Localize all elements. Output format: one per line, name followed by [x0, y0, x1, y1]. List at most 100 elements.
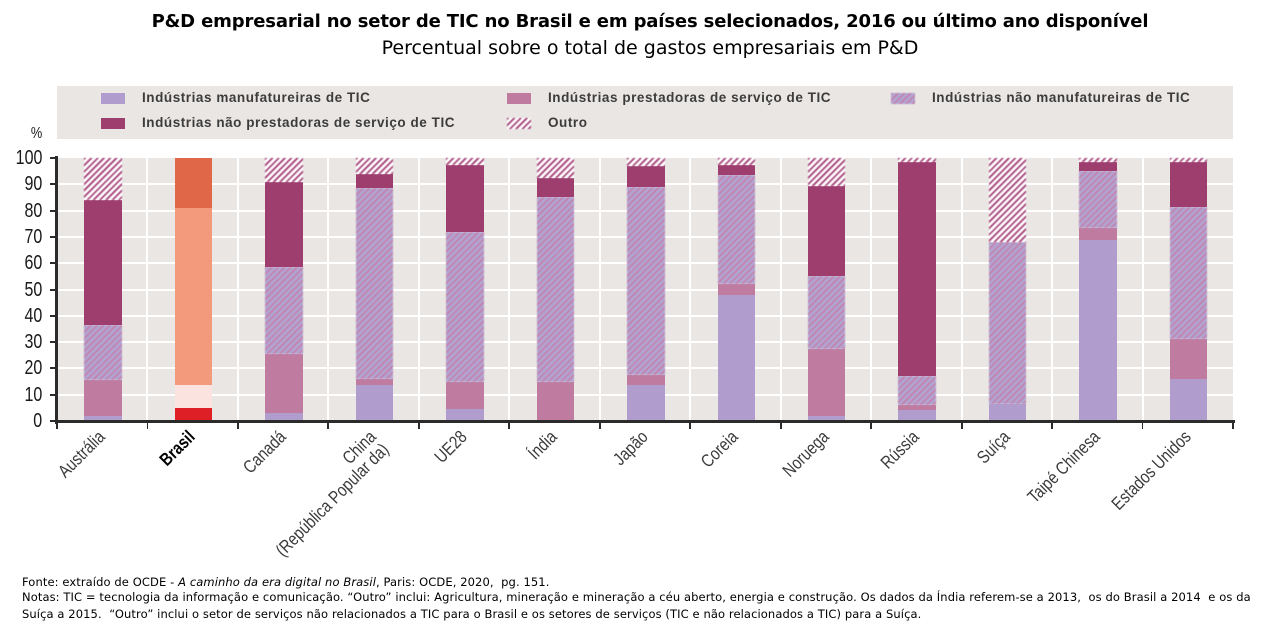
bar-segment [627, 186, 665, 375]
legend-label: Indústrias não manufatureiras de TIC [932, 89, 1191, 105]
notes-line-1: Notas: TIC = tecnologia da informação e … [22, 590, 1251, 604]
y-axis-unit-label: % [30, 125, 42, 142]
category-label: Canadá [238, 426, 290, 478]
y-tick [50, 367, 57, 370]
bar-segment [84, 200, 122, 325]
bar-segment [265, 353, 303, 414]
bar-segment [807, 348, 846, 416]
bar-segment [898, 158, 936, 162]
bar-segment [84, 158, 122, 201]
bar-segment [1169, 161, 1208, 207]
category-label: Noruega [778, 426, 833, 481]
bar-segment [1079, 171, 1117, 228]
bar-segment [174, 408, 213, 421]
bar-segment [898, 161, 936, 377]
bar-segment [174, 207, 213, 385]
y-tick-label: 70 [24, 225, 42, 248]
category-label: Brasil [156, 426, 200, 470]
bar-segment [898, 405, 936, 411]
gridline-v [598, 158, 601, 421]
x-tick [598, 422, 601, 429]
bar-segment [174, 384, 213, 409]
y-tick-label: 10 [24, 383, 42, 406]
legend [57, 86, 1233, 139]
bar-segment [446, 409, 484, 421]
bar-segment [898, 410, 936, 421]
x-tick [56, 422, 58, 429]
bar-segment [265, 413, 303, 421]
bar-segment [807, 158, 846, 186]
y-tick-label: 20 [24, 357, 42, 380]
legend-label: Indústrias manufatureiras de TIC [142, 89, 371, 105]
bar-segment [1169, 378, 1208, 421]
bar-segment [1169, 339, 1208, 379]
bar-segment [536, 381, 575, 421]
bar-segment [355, 378, 394, 386]
category-label: Estados Unidos [1107, 426, 1195, 514]
bar-segment [536, 177, 575, 198]
bar-segment [627, 385, 665, 421]
x-tick [508, 422, 511, 429]
bar-segment [988, 403, 1027, 421]
bar-segment [717, 284, 755, 295]
gridline-v [1141, 158, 1144, 421]
legend-swatch-solid [101, 93, 125, 104]
y-tick-label: 0 [33, 410, 42, 432]
y-tick-label: 30 [24, 331, 42, 354]
bar-segment [1079, 161, 1117, 172]
category-label: Índia [524, 426, 562, 464]
chart-title: P&D empresarial no setor de TIC no Brasi… [151, 11, 1149, 32]
chart-subtitle: Percentual sobre o total de gastos empre… [381, 37, 919, 59]
bar-segment [717, 294, 755, 421]
legend-swatch-hatch [507, 118, 531, 129]
bar-segment [446, 158, 484, 165]
x-tick [960, 422, 963, 429]
bar-segment [717, 164, 755, 176]
y-tick-label: 50 [24, 278, 42, 301]
y-tick-label: 90 [24, 173, 42, 196]
x-tick [237, 422, 239, 429]
y-tick [50, 262, 57, 265]
category-label: Austrália [54, 426, 109, 482]
notes-line-2: Suíça a 2015. “Outro” inclui o setor de … [22, 607, 922, 621]
x-tick [870, 422, 873, 429]
bar-segment [84, 415, 122, 421]
legend-label: Indústrias prestadoras de serviço de TIC [548, 89, 832, 105]
bar-segment [717, 158, 755, 165]
bar-segment [355, 385, 394, 421]
gridline-v [689, 158, 692, 421]
gridline-v [236, 158, 239, 421]
y-tick [50, 209, 57, 212]
y-tick-label: 40 [24, 304, 42, 327]
y-tick [50, 235, 57, 238]
gridline-v [327, 158, 330, 421]
bar-segment [807, 276, 846, 349]
x-tick [1232, 422, 1234, 429]
gridline-v [870, 158, 873, 421]
bar-segment [627, 374, 665, 386]
y-tick-label: 80 [24, 199, 42, 222]
legend-swatch-solid [101, 118, 125, 129]
bar-segment [627, 158, 665, 166]
y-tick [50, 288, 57, 291]
bar-segment [355, 158, 394, 174]
gridline-v [146, 158, 149, 421]
bar-segment [446, 381, 484, 410]
x-axis [55, 420, 1235, 424]
gridline-v [1051, 158, 1054, 421]
bar-segment [898, 376, 936, 406]
category-label: Taipé Chinesa [1023, 426, 1104, 507]
gridline-v [417, 158, 420, 421]
bar-segment [265, 267, 303, 354]
y-tick [50, 341, 57, 344]
y-tick [50, 393, 57, 396]
x-tick [417, 422, 420, 429]
category-label: UE28 [430, 426, 471, 467]
x-tick [1051, 422, 1053, 429]
x-tick [1141, 422, 1144, 429]
x-tick [689, 422, 692, 429]
x-tick [779, 422, 782, 429]
bar-segment [446, 231, 484, 382]
bar-segment [1079, 227, 1117, 240]
category-label: Rússia [876, 426, 923, 473]
